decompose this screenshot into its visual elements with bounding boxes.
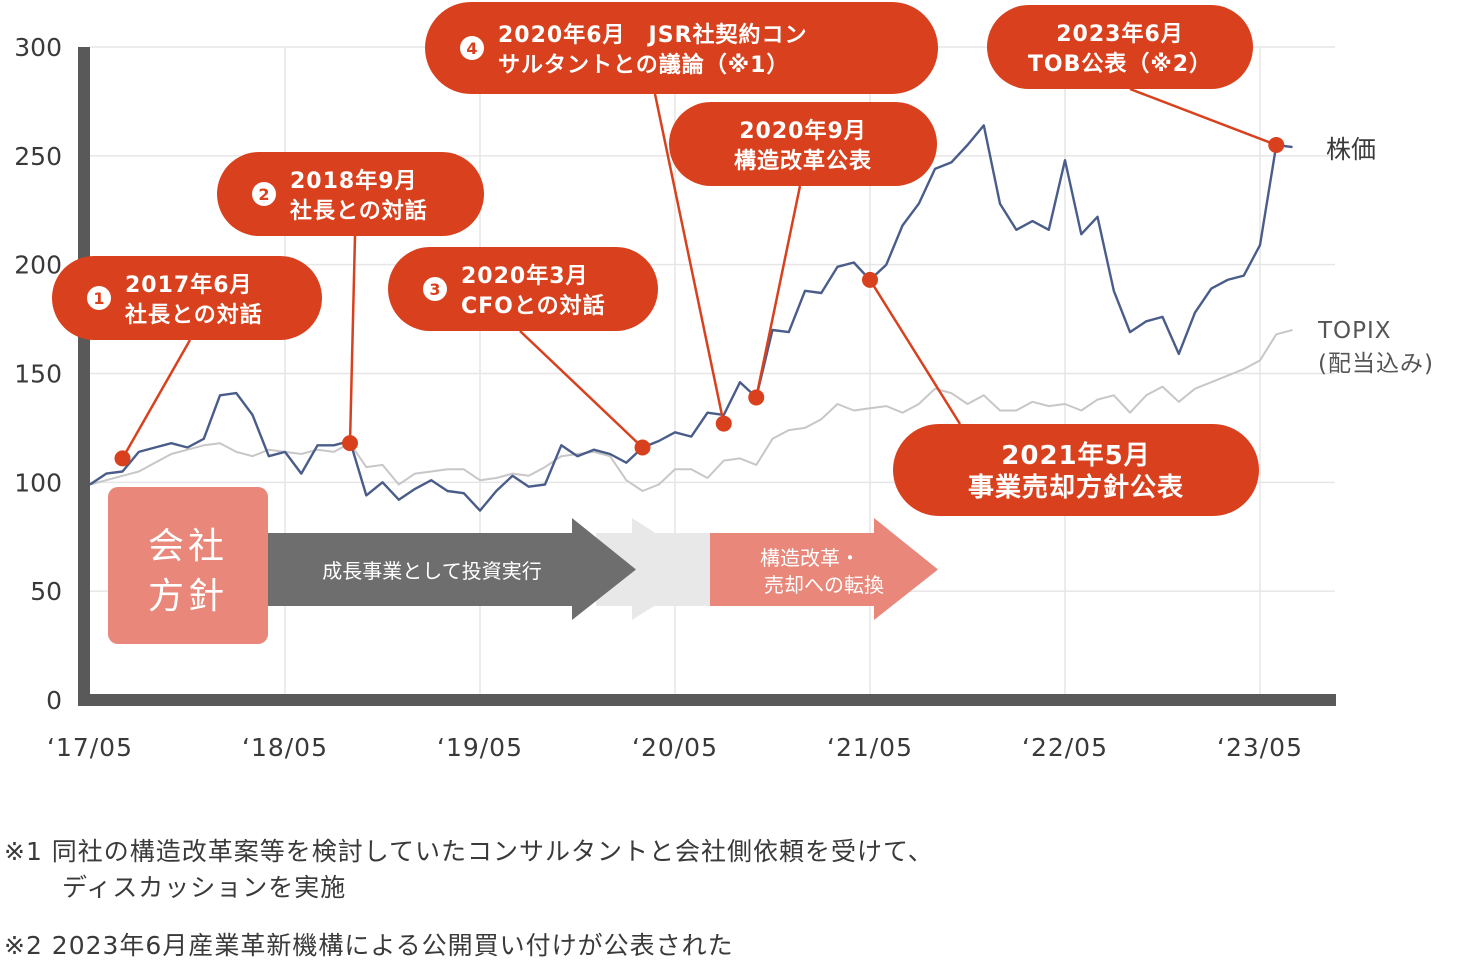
x-tick-label: ‘17/05 [47,733,133,762]
annotation-label-line2: 構造改革公表 [734,148,872,174]
annotation-label-line1: 2018年9月 [290,168,418,194]
annotation-label-line1: 2023年6月 [1056,21,1184,47]
annotation-callout [987,5,1253,89]
annotation-label-line2: 社長との対話 [125,302,263,328]
x-tick-label: ‘23/05 [1217,733,1303,762]
annotation-leader-line [1129,87,1277,147]
annotation-callout [217,152,484,236]
policy-arrow-label: 成長事業として投資実行 [322,559,541,583]
annotation-leader-line [519,330,644,449]
policy-arrow-label: 売却への転換 [764,573,884,597]
annotation-leader-line [121,339,192,460]
annotation-number-badge [252,182,276,206]
annotations: 株価TOPIX(配当込み)12017年6月社長との対話22018年9月社長との対… [52,2,1434,516]
annotation-number-badge [460,36,484,60]
annotation-leader-line [868,279,962,425]
x-axis-line [78,694,1336,706]
annotation-number: 2 [258,185,269,204]
annotation-point [1268,136,1285,153]
y-tick-label: 50 [30,577,62,606]
topix-legend-label: (配当込み) [1318,351,1434,377]
y-tick-label: 200 [14,251,62,280]
annotation-number: 3 [429,280,440,299]
y-tick-label: 0 [46,686,62,715]
annotation-point [114,450,131,467]
y-tick-label: 150 [14,360,62,389]
x-tick-label: ‘20/05 [632,733,718,762]
annotation-label-line2: CFOとの対話 [461,293,606,319]
annotation-label-line2: TOB公表（※2） [1028,52,1212,77]
annotation-label-line1: 2020年9月 [739,118,867,144]
annotation-label-line2: サルタントとの議論（※1） [498,52,789,78]
annotation-number-badge [423,277,447,301]
annotation-callout [893,424,1259,516]
annotation-leader-line [348,235,357,444]
annotation-label-line1: 2020年3月 [461,263,589,289]
topix-line [89,329,1293,492]
policy-box [108,487,268,644]
footnote-2: ※2 2023年6月産業革新機構による公開買い付けが公表された [4,931,734,960]
annotation-label-line2: 事業売却方針公表 [968,472,1184,503]
annotation-callout [669,102,937,186]
stock-price-line [89,124,1293,512]
policy-arrow [268,518,636,620]
axes: 300 250 200 150 100 50 0 ‘17/05 ‘18/05 ‘19/05 ‘20/… [14,33,1336,762]
annotation-label-line1: 2017年6月 [125,272,253,298]
annotation-label-line1: 2020年6月 JSR社契約コン [498,22,808,48]
x-tick-label: ‘19/05 [437,733,523,762]
footnote-1-line1: ※1 同社の構造改革案等を検討していたコンサルタントと会社側依頼を受けて、 [4,837,934,866]
topix-legend-label: TOPIX [1317,318,1392,344]
policy-arrow-label: 構造改革・ [760,546,860,570]
y-tick-label: 300 [14,33,62,62]
annotation-point [862,271,878,288]
annotation-number: 4 [466,39,477,58]
y-tick-label: 100 [14,468,62,497]
annotation-number-badge [87,286,111,310]
annotation-number: 1 [93,289,104,308]
y-tick-label: 250 [14,142,62,171]
annotation-leader-line [755,185,802,398]
stock-price-legend-label: 株価 [1326,135,1376,164]
policy-box-label: 会社 [148,526,228,567]
series-lines [89,124,1293,512]
annotation-point [342,435,358,452]
policy-box-label: 方針 [148,576,228,617]
x-tick-label: ‘22/05 [1022,733,1108,762]
annotation-point [715,415,732,432]
footnote-1-line2: ディスカッションを実施 [62,873,347,902]
x-tick-label: ‘21/05 [827,733,913,762]
y-axis-line [78,47,90,706]
x-tick-label: ‘18/05 [242,733,328,762]
annotation-label-line1: 2021年5月 [1001,440,1150,471]
annotation-callout [388,247,658,331]
annotation-label-line2: 社長との対話 [290,198,428,224]
annotation-leader-line [653,93,725,424]
annotation-point [748,389,765,406]
annotation-point [634,439,651,456]
policy-arrow [710,518,938,620]
annotation-callout [52,256,322,340]
annotation-callout [425,2,938,94]
